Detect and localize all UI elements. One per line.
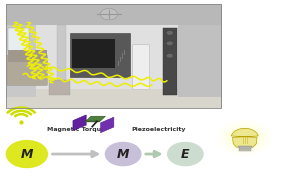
Bar: [31, 25, 186, 89]
Circle shape: [228, 127, 262, 149]
Bar: [6, 4, 221, 108]
Polygon shape: [85, 121, 100, 122]
Circle shape: [166, 53, 173, 58]
Circle shape: [218, 120, 272, 156]
Bar: [238, 146, 252, 147]
Bar: [163, 28, 177, 95]
Bar: [8, 50, 46, 62]
Bar: [49, 80, 70, 95]
Circle shape: [105, 142, 142, 166]
Polygon shape: [101, 117, 114, 133]
Circle shape: [166, 41, 173, 46]
FancyBboxPatch shape: [7, 55, 47, 85]
Bar: [122, 53, 123, 59]
Circle shape: [167, 142, 204, 166]
Bar: [6, 25, 36, 97]
Circle shape: [224, 124, 266, 152]
Bar: [0, 108, 283, 189]
Bar: [6, 4, 221, 108]
Text: E: E: [181, 148, 190, 160]
Bar: [8, 28, 29, 51]
Bar: [117, 61, 119, 66]
Bar: [239, 147, 251, 149]
Circle shape: [6, 140, 48, 168]
Bar: [72, 39, 115, 68]
Bar: [70, 33, 130, 77]
FancyBboxPatch shape: [133, 45, 149, 90]
Circle shape: [100, 9, 117, 20]
Bar: [57, 25, 66, 82]
Text: Magnetic Torque: Magnetic Torque: [47, 127, 106, 132]
Bar: [120, 57, 121, 62]
Text: M: M: [21, 148, 33, 160]
Circle shape: [166, 31, 173, 35]
Text: Piezoelectricity: Piezoelectricity: [131, 127, 186, 132]
Polygon shape: [231, 128, 258, 147]
Bar: [239, 149, 250, 151]
Polygon shape: [85, 116, 105, 122]
Bar: [6, 4, 221, 27]
Text: M: M: [117, 148, 129, 160]
Bar: [6, 79, 221, 108]
Polygon shape: [73, 115, 86, 130]
Bar: [178, 25, 221, 97]
Bar: [124, 50, 125, 55]
